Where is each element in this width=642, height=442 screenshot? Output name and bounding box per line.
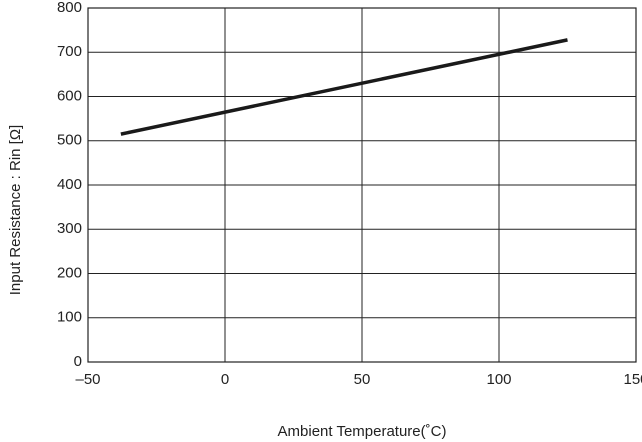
x-tick-label: 50 [354,371,371,388]
y-tick-label: 100 [57,309,82,326]
y-tick-label: 800 [57,0,82,16]
y-tick-label: 500 [57,132,82,149]
y-tick-label: 200 [57,264,82,281]
data-line [120,38,568,136]
y-tick-label: 0 [74,353,82,370]
y-tick-label: 600 [57,87,82,104]
y-axis-label: Input Resistance : Rin [Ω] [7,125,24,295]
x-tick-label: –50 [75,371,100,388]
x-axis-label: Ambient Temperature(˚C) [278,423,447,440]
y-tick-label: 400 [57,176,82,193]
x-tick-label: 100 [486,371,511,388]
y-tick-label: 300 [57,220,82,237]
x-tick-label: 0 [221,371,229,388]
x-tick-label: 150 [623,371,642,388]
y-tick-label: 700 [57,43,82,60]
